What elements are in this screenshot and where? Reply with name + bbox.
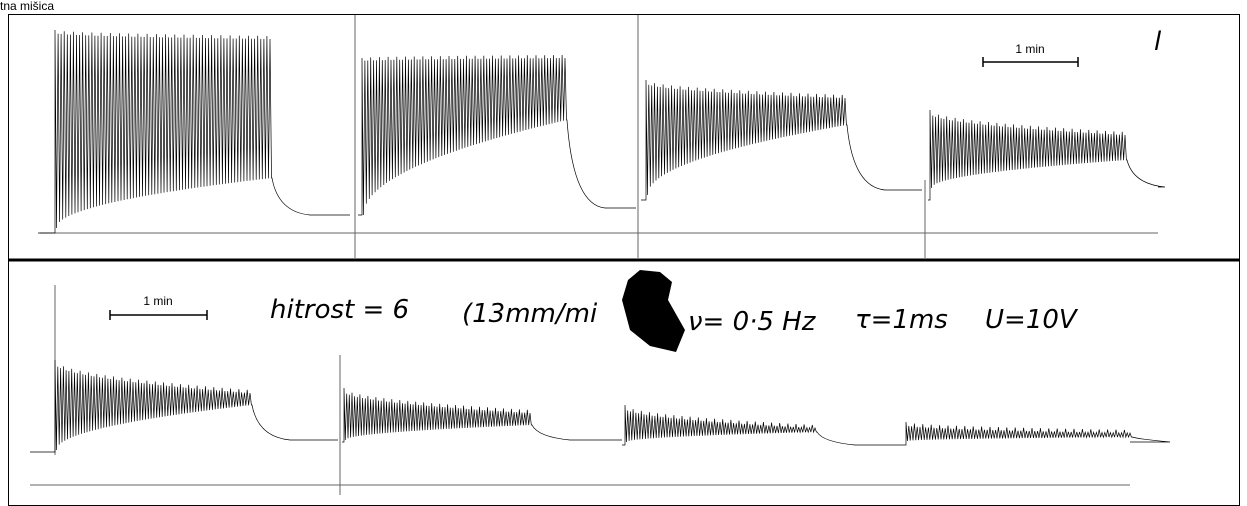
scale-bar: 1 min xyxy=(110,294,207,320)
contraction-trace xyxy=(622,405,903,445)
figure-title: tna mišica xyxy=(0,0,54,13)
contraction-trace xyxy=(928,110,1165,200)
handwritten-frequency: ν= 0·5 Hz xyxy=(688,307,817,337)
contraction-trace xyxy=(903,422,1170,445)
contraction-trace xyxy=(641,80,922,200)
scale-label: 1 min xyxy=(143,294,172,308)
contraction-trace xyxy=(342,388,622,442)
contraction-trace xyxy=(30,360,338,452)
scale-label: 1 min xyxy=(1015,42,1044,56)
traces xyxy=(30,30,1170,452)
contraction-trace xyxy=(38,30,350,233)
ink-blot xyxy=(622,270,685,352)
handwritten-note: l xyxy=(1154,27,1162,57)
contraction-trace xyxy=(358,55,636,215)
handwritten-voltage: U=10V xyxy=(985,305,1079,335)
figure: tna mišica 1 min l 1 min hitrost = 6 (13… xyxy=(0,0,1247,506)
handwritten-rate: (13mm/mi xyxy=(462,299,598,329)
handwritten-pulse: τ=1ms xyxy=(855,305,948,335)
scale-bar: 1 min xyxy=(983,42,1078,67)
handwritten-speed: hitrost = 6 xyxy=(270,295,409,325)
